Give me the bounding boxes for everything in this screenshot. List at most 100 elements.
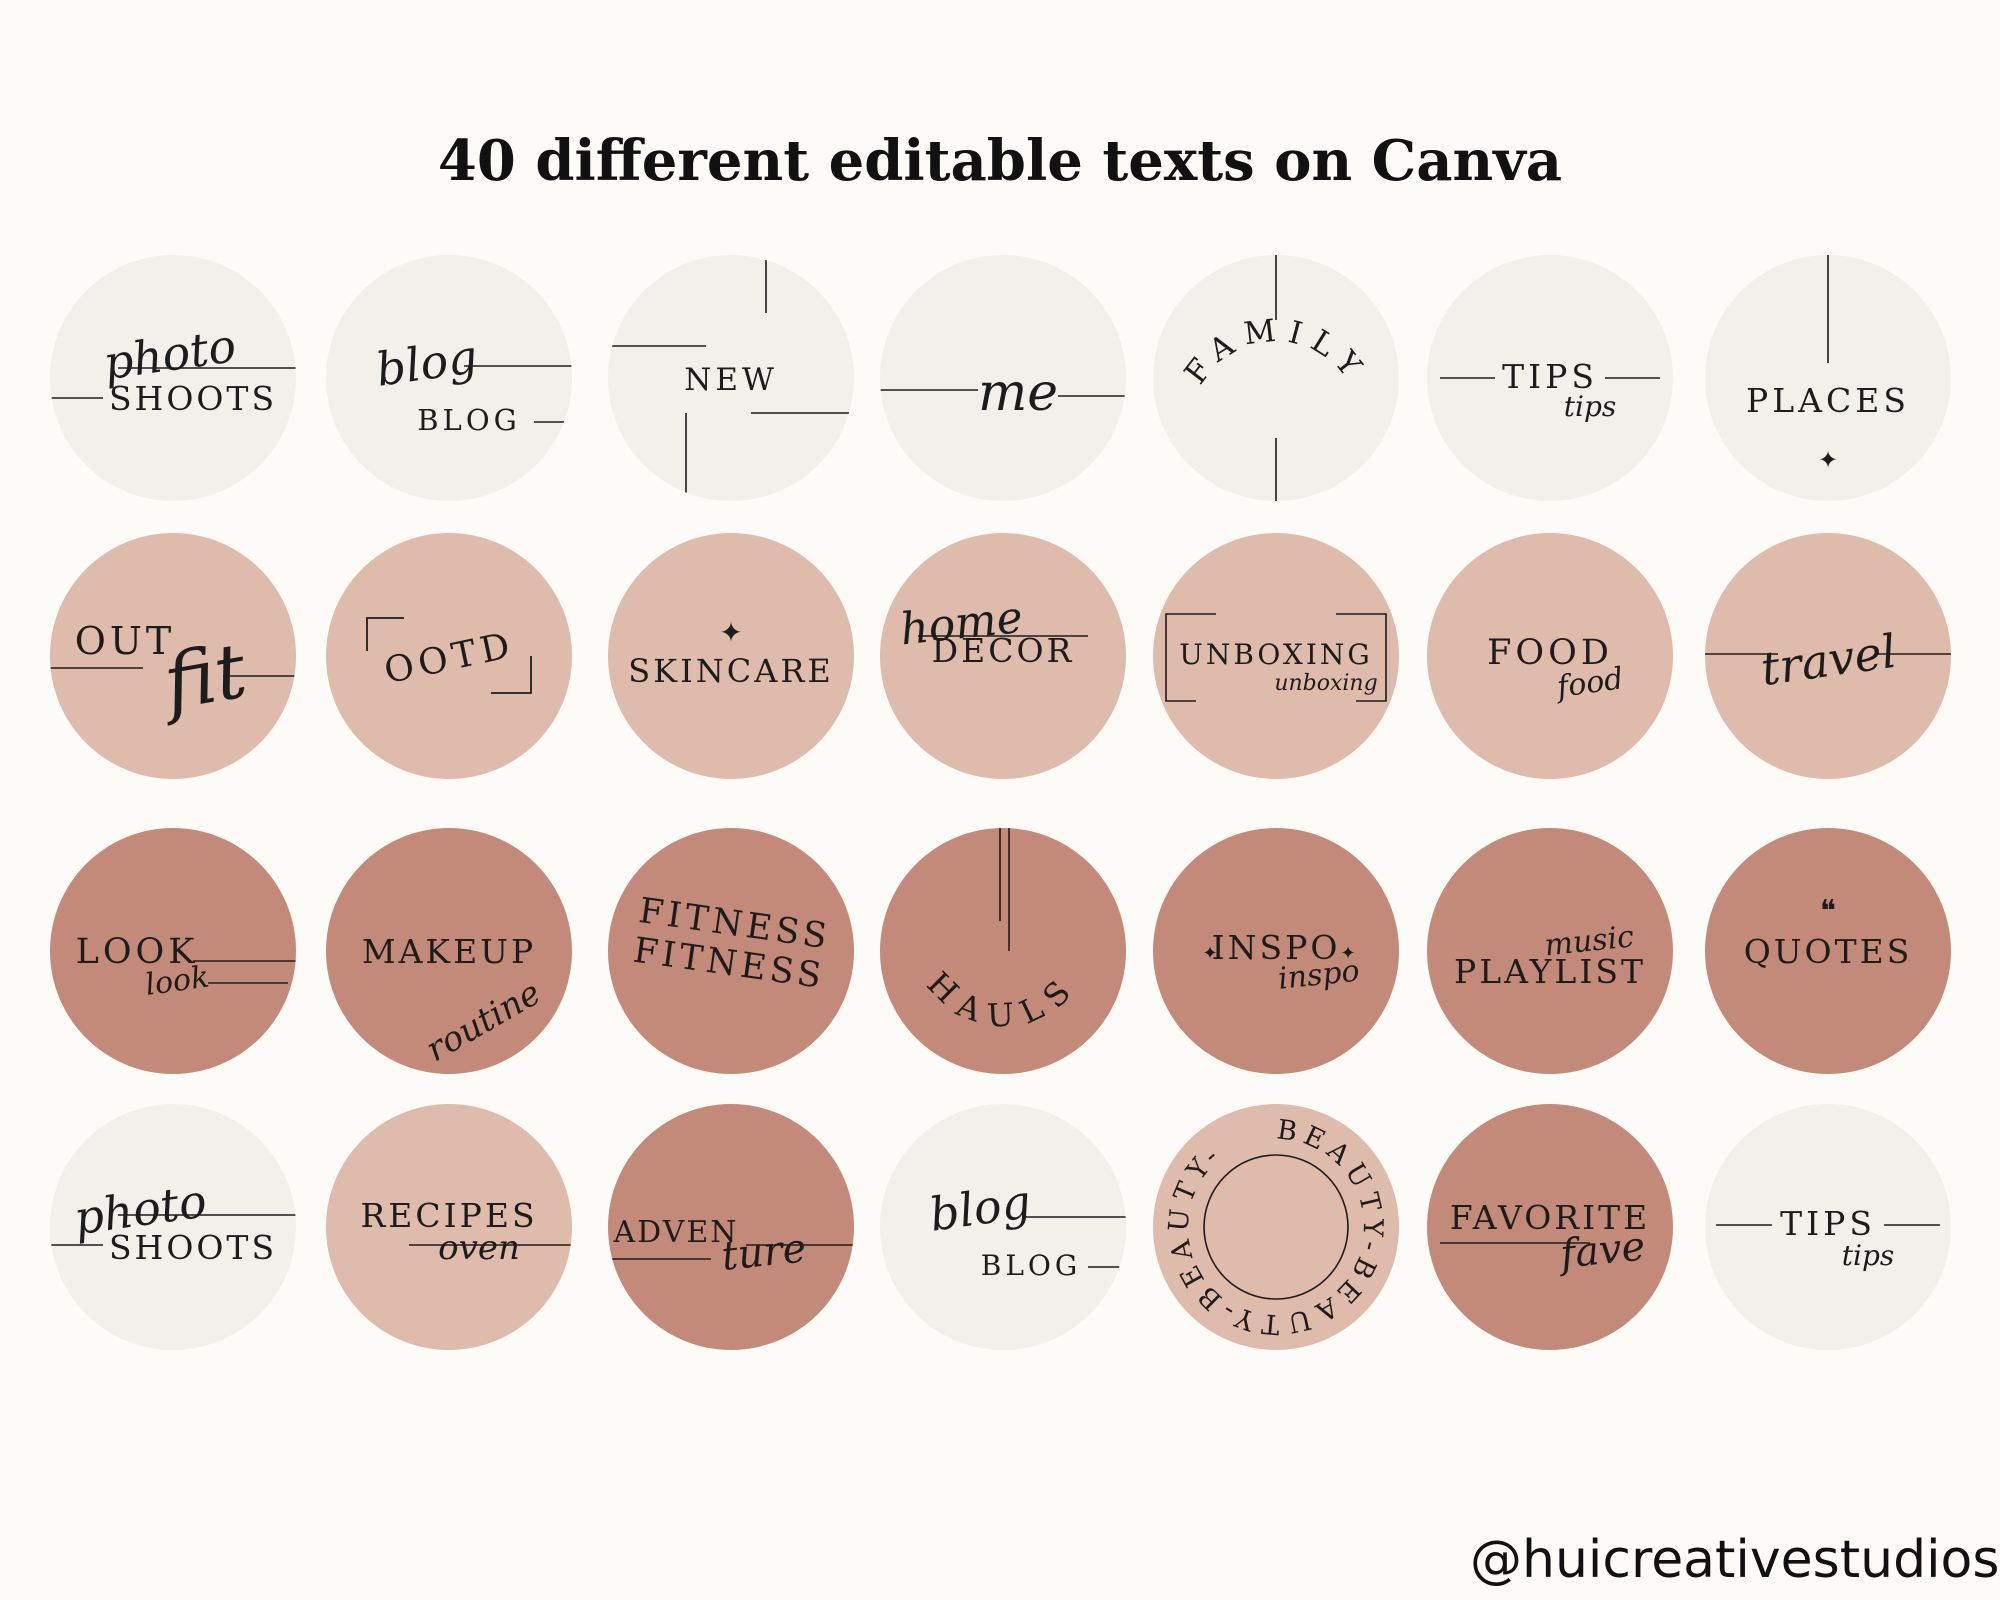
cover-circle xyxy=(50,533,296,779)
cover-circle xyxy=(326,533,572,779)
script-label: inspo xyxy=(1276,953,1361,996)
cover-label: NEW xyxy=(684,362,778,398)
cover-content: NEW xyxy=(608,260,851,493)
cover-circle xyxy=(880,255,1126,501)
script-label: fave xyxy=(1555,1223,1647,1278)
script-label: unboxing xyxy=(1274,671,1377,696)
highlight-cover: NEW xyxy=(608,255,854,501)
cover-circle xyxy=(1705,533,1951,779)
inner-ring xyxy=(1203,1154,1349,1300)
cover-circle xyxy=(1427,828,1673,1074)
cover-label: ADVEN xyxy=(612,1215,738,1250)
highlight-cover: ❝QUOTES xyxy=(1705,828,1951,1074)
cover-circle xyxy=(1427,1104,1673,1350)
script-label: tips xyxy=(1564,390,1617,423)
highlight-cover: SKINCARE✦ xyxy=(608,533,854,779)
cover-circle xyxy=(1153,255,1399,501)
cover-label: TIPS xyxy=(1502,357,1598,396)
highlight-cover: INSPO✦ ✦inspo xyxy=(1153,828,1399,1074)
cover-label: LOOK xyxy=(76,932,199,972)
cover-label: QUOTES xyxy=(1744,932,1913,971)
highlight-cover: FAMILY xyxy=(1153,255,1399,501)
sparkle-icon: ✦ xyxy=(1340,943,1355,964)
cover-content: PLACES ✦ xyxy=(1746,255,1910,474)
sparkle-icon: ✦ xyxy=(1202,943,1217,964)
cover-circle xyxy=(880,828,1126,1074)
cover-circle xyxy=(1153,533,1399,779)
cover-label: SHOOTS xyxy=(109,379,277,418)
cover-label: SHOOTS xyxy=(109,1228,277,1267)
script-label: me xyxy=(978,363,1058,423)
cover-circle xyxy=(1427,533,1673,779)
sparkle-icon: ✦ xyxy=(1818,446,1838,474)
cover-circle xyxy=(326,828,572,1074)
cover-label: BLOG xyxy=(981,1249,1082,1282)
highlight-cover: travel xyxy=(1705,533,1951,779)
cover-label: OUT xyxy=(75,619,176,663)
sparkle-icon: ✦ xyxy=(719,616,742,649)
cover-circle xyxy=(1153,828,1399,1074)
cover-circle xyxy=(50,828,296,1074)
cover-circle xyxy=(1153,1104,1399,1350)
frame-bracket xyxy=(1336,613,1387,702)
cover-label: UNBOXING xyxy=(1179,638,1373,671)
cover-label: PLAYLIST xyxy=(1454,952,1646,991)
cover-circle xyxy=(1705,828,1951,1074)
corner-bracket xyxy=(366,617,404,651)
cover-circle xyxy=(1705,255,1951,501)
cover-circle xyxy=(50,255,296,501)
cover-label: RECIPES xyxy=(360,1196,537,1235)
cover-label: PLACES xyxy=(1746,381,1910,420)
brand-handle: @huicreativestudios xyxy=(1470,1530,2000,1590)
cover-content: INSPO✦ ✦inspo xyxy=(1202,928,1361,997)
cover-circle xyxy=(608,533,854,779)
cover-label: MAKEUP xyxy=(362,932,536,971)
highlight-cover: HAULS xyxy=(880,828,1126,1074)
cover-label: BLOG xyxy=(417,403,521,437)
corner-bracket xyxy=(491,656,532,694)
highlight-cover: OOTD xyxy=(326,533,572,779)
page-title: 40 different editable texts on Canva xyxy=(437,128,1563,194)
script-label: ture xyxy=(719,1225,808,1280)
cover-circle xyxy=(880,1104,1126,1350)
highlight-cover: me xyxy=(880,255,1126,501)
cover-content: ❝QUOTES xyxy=(1744,894,1913,971)
cover-circle xyxy=(50,1104,296,1350)
cover-circle xyxy=(880,533,1126,779)
cover-circle xyxy=(608,255,854,501)
cover-circle xyxy=(608,828,854,1074)
script-label: tips xyxy=(1842,1239,1895,1272)
script-label: home xyxy=(898,592,1025,656)
script-label: oven xyxy=(438,1228,520,1268)
cover-circle xyxy=(608,1104,854,1350)
cover-label: FOOD xyxy=(1487,633,1613,673)
cover-circle xyxy=(1427,255,1673,501)
cover-circle xyxy=(1705,1104,1951,1350)
quote-mark-icon: ❝ xyxy=(1820,894,1836,929)
